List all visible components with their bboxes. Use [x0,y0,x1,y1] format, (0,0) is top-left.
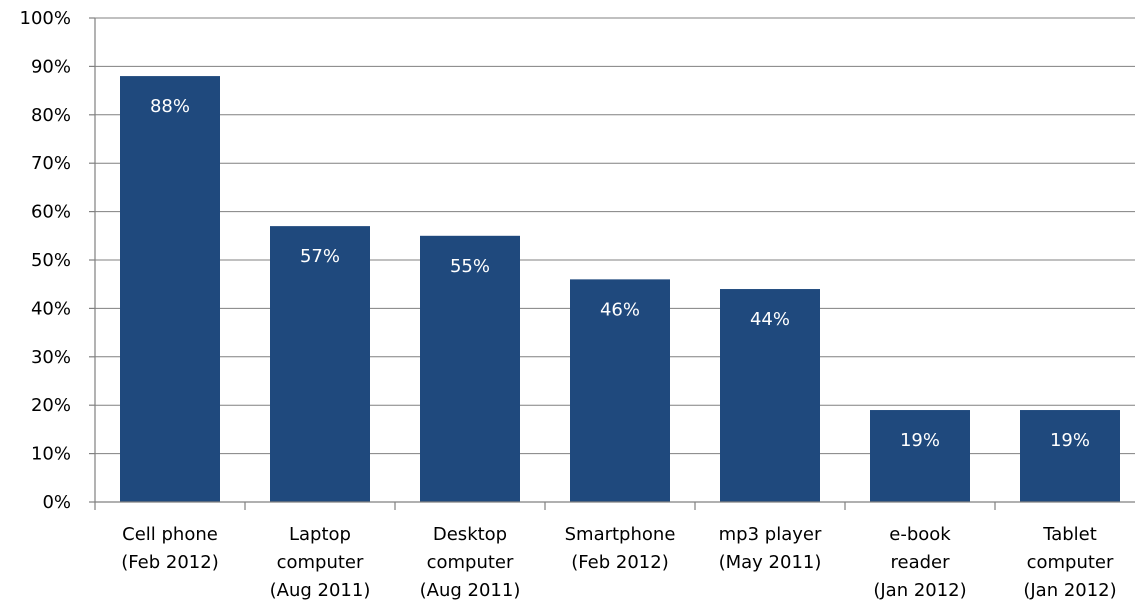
x-tick-label: (Aug 2011) [420,580,521,601]
bar [720,289,820,502]
x-tick-label: computer [1027,552,1114,573]
bars [120,76,1120,503]
x-tick-label: (Feb 2012) [571,552,668,573]
x-tick-label: Tablet [1042,524,1097,545]
data-label: 88% [150,96,190,117]
x-tick-label: (May 2011) [719,552,822,573]
axes [89,17,1135,510]
y-tick-label: 70% [31,153,71,174]
y-tick-label: 50% [31,250,71,271]
labels: 0% 10% 20% 30% 40% 50% 60% 70% 80% 90% 100% 88% Cell… [20,8,1117,601]
x-tick-label: reader [890,552,950,573]
x-tick-label: computer [427,552,514,573]
bar [1020,410,1120,502]
x-tick-label: Smartphone [565,524,676,545]
data-label: 46% [600,299,640,320]
bar [420,235,520,503]
y-tick-label: 80% [31,105,71,126]
data-label: 19% [900,430,940,451]
y-tick-label: 40% [31,298,71,319]
y-tick-label: 0% [42,492,71,513]
bar [120,76,220,502]
bar [870,410,970,502]
x-tick-label: e-book [889,524,951,545]
y-tick-label: 90% [31,56,71,77]
x-tick-label: Laptop [289,524,351,545]
y-tick-label: 100% [20,8,71,29]
bar [570,279,670,502]
x-tick-label: Cell phone [122,524,218,545]
data-label: 19% [1050,430,1090,451]
y-tick-label: 10% [31,444,71,465]
bar [270,226,370,502]
y-tick-label: 30% [31,347,71,368]
x-tick-label: Desktop [433,524,507,545]
x-tick-label: computer [277,552,364,573]
data-label: 57% [300,246,340,267]
x-tick-label: (Feb 2012) [121,552,218,573]
data-label: 44% [750,309,790,330]
y-tick-label: 60% [31,202,71,223]
x-tick-label: (Aug 2011) [270,580,371,601]
x-tick-label: (Jan 2012) [873,580,966,601]
y-tick-label: 20% [31,395,71,416]
x-tick-label: mp3 player [719,524,822,545]
data-label: 55% [450,256,490,277]
x-tick-label: (Jan 2012) [1023,580,1116,601]
